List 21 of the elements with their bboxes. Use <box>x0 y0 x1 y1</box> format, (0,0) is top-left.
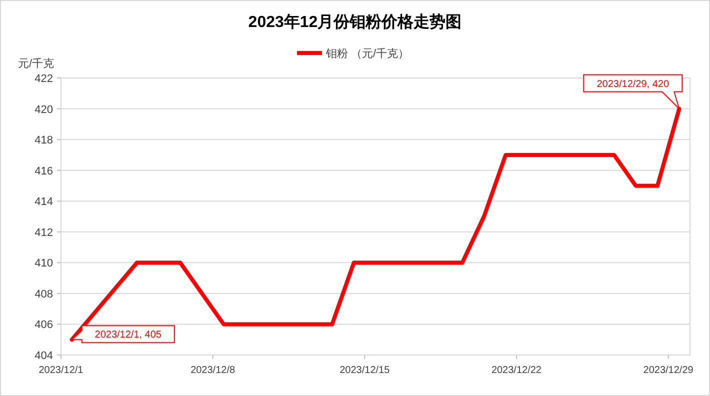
y-tick-label: 412 <box>34 226 53 239</box>
y-tick-label: 404 <box>34 350 53 362</box>
y-tick-label: 406 <box>34 319 53 332</box>
y-tick-label: 416 <box>34 165 53 178</box>
y-tick-label: 408 <box>34 288 53 300</box>
y-tick-label: 410 <box>34 258 53 270</box>
x-tick-label: 2023/12/29 <box>643 365 694 376</box>
x-tick-label: 2023/12/1 <box>38 365 84 376</box>
x-tick-label: 2023/12/15 <box>340 365 390 376</box>
legend-label: 钼粉 （元/千克） <box>325 47 410 60</box>
x-tick-label: 2023/12/8 <box>190 365 236 376</box>
x-tick-label: 2023/12/22 <box>491 365 542 376</box>
y-tick-label: 418 <box>34 134 53 147</box>
chart-title: 2023年12月份钼粉价格走势图 <box>248 13 462 31</box>
annotation: 2023/12/29, 420 <box>596 78 670 90</box>
y-tick-label: 420 <box>34 104 53 116</box>
y-tick-label: 422 <box>34 73 53 85</box>
y-axis-title: 元/千克 <box>18 57 54 70</box>
y-tick-label: 414 <box>34 196 53 208</box>
annotation: 2023/12/1, 405 <box>94 330 162 341</box>
line-series <box>70 106 682 342</box>
